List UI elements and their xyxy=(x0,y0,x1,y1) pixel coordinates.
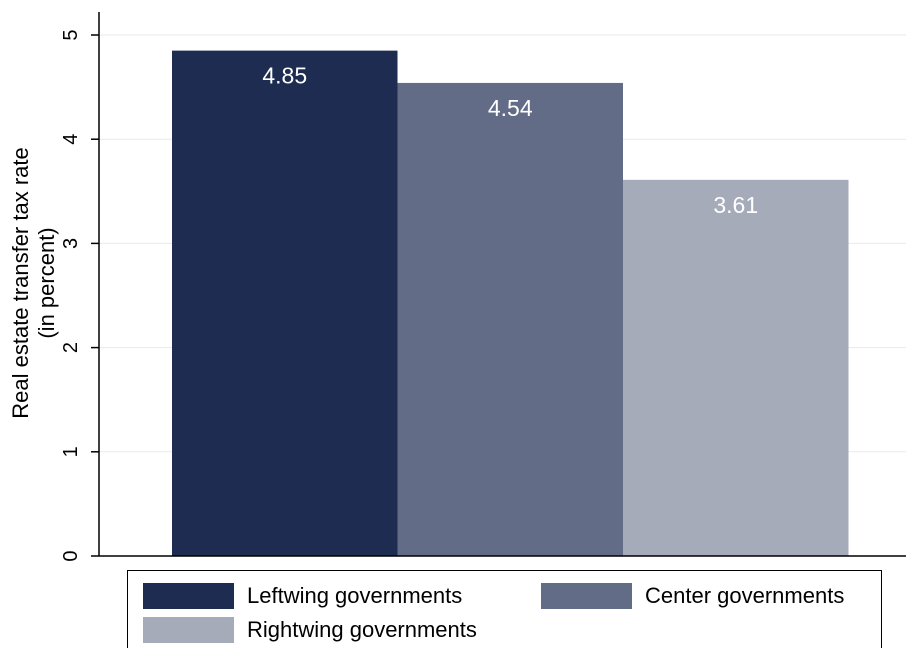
legend-label: Leftwing governments xyxy=(247,583,463,608)
legend-item: Leftwing governments xyxy=(143,583,462,609)
y-tick-label: 3 xyxy=(60,238,82,249)
bars xyxy=(172,50,849,556)
bar-leftwing xyxy=(172,50,398,556)
legend: Leftwing governments Center governments Ri… xyxy=(127,570,882,648)
y-axis-sublabel: (in percent) xyxy=(34,227,59,338)
legend-item: Center governments xyxy=(541,583,844,609)
bar-value-labels: 4.85 4.54 3.61 xyxy=(262,63,758,218)
legend-item: Rightwing governments xyxy=(143,617,477,643)
y-tick-label: 4 xyxy=(60,134,82,145)
legend-swatch xyxy=(541,583,632,609)
y-axis-ticks: 0 1 2 3 4 5 xyxy=(60,29,99,562)
bar-center xyxy=(397,82,623,556)
legend-swatch xyxy=(143,617,234,643)
bar-rightwing xyxy=(623,179,849,556)
legend-label: Rightwing governments xyxy=(247,617,477,642)
y-tick-label: 1 xyxy=(60,446,82,457)
y-axis-label: Real estate transfer tax rate xyxy=(8,147,33,418)
y-tick-label: 2 xyxy=(60,342,82,353)
bar-value-label: 4.54 xyxy=(488,95,533,121)
legend-label: Center governments xyxy=(645,583,845,608)
y-tick-label: 5 xyxy=(60,29,82,40)
y-tick-label: 0 xyxy=(60,550,82,561)
bar-value-label: 3.61 xyxy=(713,192,758,218)
legend-swatch xyxy=(143,583,234,609)
bar-value-label: 4.85 xyxy=(262,63,307,89)
